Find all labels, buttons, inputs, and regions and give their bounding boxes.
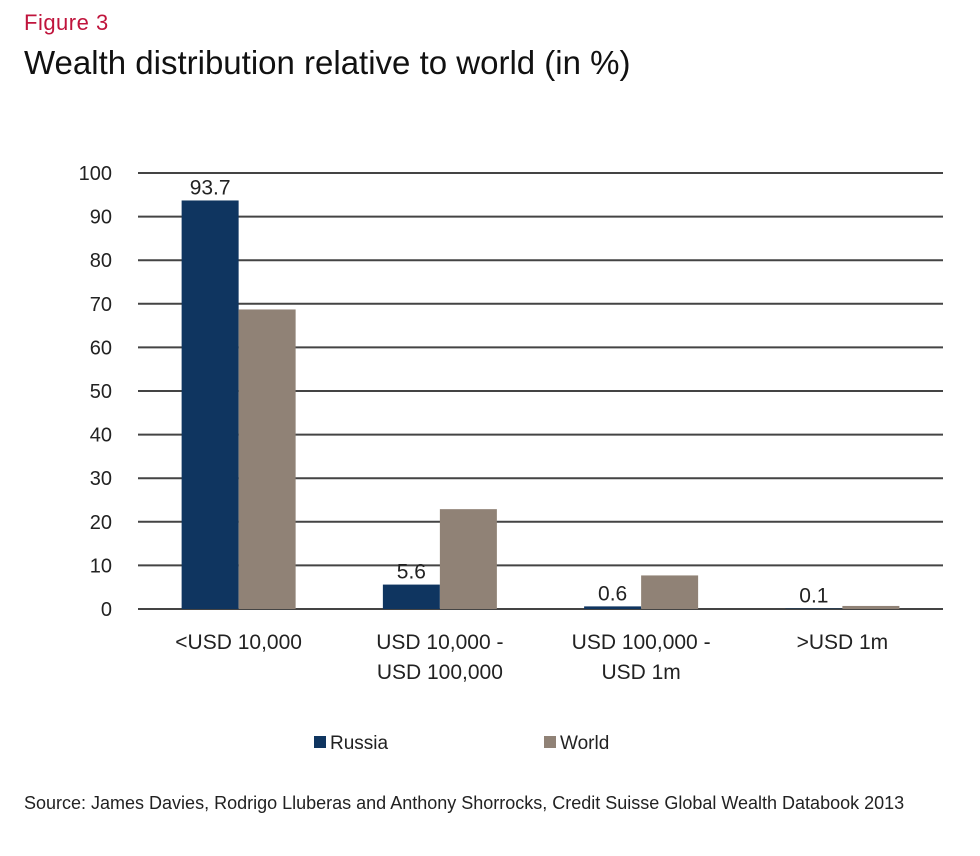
y-tick-label: 100 xyxy=(79,163,112,185)
category-label: >USD 1m xyxy=(797,631,889,654)
bar-chart: 0 10 20 30 40 50 60 70 80 90 100 93.7 5.6 0.6 0.1 <US… xyxy=(79,163,943,754)
category-label: USD 1m xyxy=(601,661,680,684)
y-tick-label: 20 xyxy=(90,512,112,534)
y-tick-label: 70 xyxy=(90,294,112,316)
data-label: 93.7 xyxy=(190,176,231,199)
y-tick-label: 90 xyxy=(90,207,112,229)
data-label: 0.1 xyxy=(799,585,828,608)
y-tick-label: 0 xyxy=(101,599,112,621)
category-label: USD 100,000 xyxy=(377,661,503,684)
y-axis-ticks: 0 10 20 30 40 50 60 70 80 90 100 xyxy=(79,163,112,621)
y-tick-label: 80 xyxy=(90,250,112,272)
legend-label-russia: Russia xyxy=(330,733,389,754)
legend-label-world: World xyxy=(560,733,609,754)
y-tick-label: 60 xyxy=(90,337,112,359)
bars xyxy=(181,200,900,609)
category-label: USD 10,000 - xyxy=(376,631,503,654)
bar-world-3 xyxy=(842,605,900,609)
y-tick-label: 10 xyxy=(90,555,112,577)
source-note: Source: James Davies, Rodrigo Lluberas a… xyxy=(24,793,905,813)
data-labels: 93.7 5.6 0.6 0.1 xyxy=(190,176,829,607)
legend: Russia World xyxy=(314,733,609,754)
data-label: 5.6 xyxy=(397,561,426,584)
bar-russia-2 xyxy=(584,606,642,609)
category-labels: <USD 10,000 USD 10,000 - USD 100,000 USD 10… xyxy=(175,631,888,684)
bar-world-2 xyxy=(641,575,699,609)
legend-swatch-world xyxy=(544,736,556,748)
data-label: 0.6 xyxy=(598,582,627,605)
y-tick-label: 30 xyxy=(90,468,112,490)
legend-swatch-russia xyxy=(314,736,326,748)
bar-world-1 xyxy=(439,509,497,609)
y-tick-label: 50 xyxy=(90,381,112,403)
figure-label: Figure 3 xyxy=(24,10,109,35)
bar-russia-1 xyxy=(382,584,440,609)
bar-russia-0 xyxy=(181,200,239,609)
category-label: <USD 10,000 xyxy=(175,631,302,654)
y-tick-label: 40 xyxy=(90,425,112,447)
bar-world-0 xyxy=(238,309,296,609)
chart-title: Wealth distribution relative to world (i… xyxy=(24,44,631,81)
category-label: USD 100,000 - xyxy=(572,631,711,654)
